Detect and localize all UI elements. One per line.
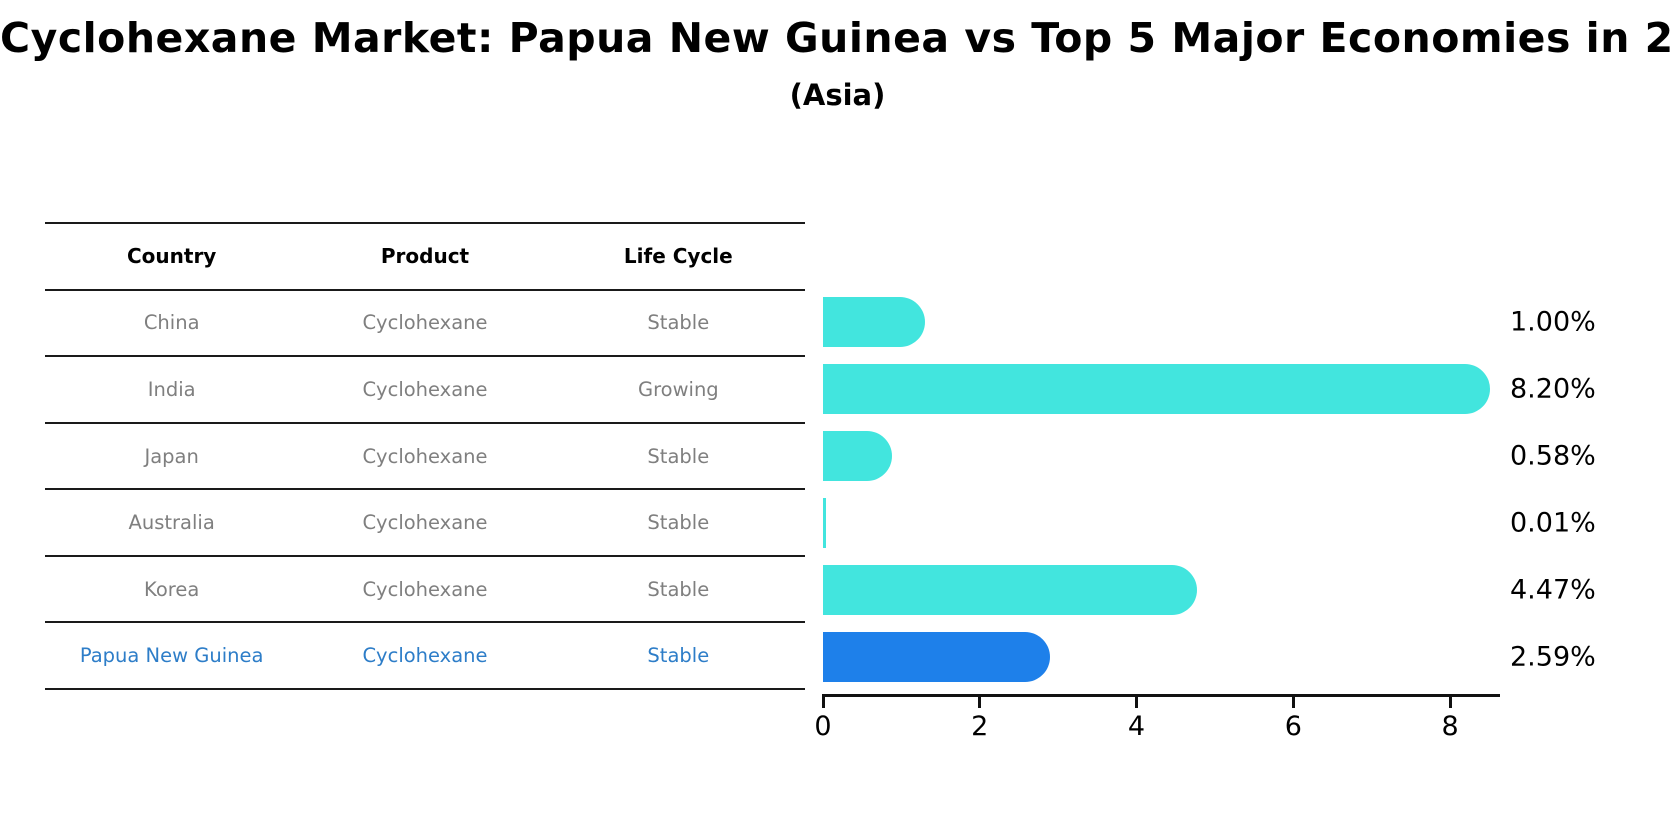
bar-row-korea: 4.47% [823, 556, 1675, 623]
value-label-korea: 4.47% [1510, 574, 1596, 606]
cell-life-cycle: Stable [647, 311, 710, 335]
value-label-papua-new-guinea: 2.59% [1510, 641, 1596, 673]
value-label-japan: 0.58% [1510, 440, 1596, 472]
cell-product: Cyclohexane [362, 311, 488, 335]
bar-row-australia: 0.01% [823, 489, 1675, 556]
cell-country: Papua New Guinea [79, 644, 264, 668]
bar-australia [823, 497, 826, 548]
table-row: Australia Cyclohexane Stable [45, 490, 805, 557]
cell-country: India [147, 377, 196, 401]
x-tick-label: 6 [1284, 711, 1302, 742]
cell-country: Australia [128, 511, 215, 535]
table-header-row: Country Product Life Cycle [45, 224, 805, 291]
table-row: Japan Cyclohexane Stable [45, 424, 805, 491]
x-tick-label: 8 [1441, 711, 1459, 742]
x-tick-mark [978, 697, 982, 708]
x-tick-label: 4 [1127, 711, 1146, 742]
bar-plot: 1.00% 8.20% 0.58% 0.01% 4.47% 2.59% [823, 289, 1675, 690]
bar-papua-new-guinea [823, 631, 1050, 682]
x-tick-mark [1135, 697, 1139, 708]
value-label-india: 8.20% [1510, 373, 1596, 405]
x-axis-line [822, 694, 1500, 697]
bar-row-japan: 0.58% [823, 423, 1675, 490]
cell-product: Cyclohexane [362, 444, 488, 468]
value-label-china: 1.00% [1510, 306, 1596, 338]
header-cell-country: Country [126, 244, 217, 269]
cell-country: Korea [144, 577, 200, 601]
cell-life-cycle: Stable [647, 511, 710, 535]
chart-title: Cyclohexane Market: Papua New Guinea vs … [0, 14, 1675, 62]
country-table: Country Product Life Cycle China Cyclohex… [45, 222, 805, 691]
bar-row-papua-new-guinea: 2.59% [823, 623, 1675, 690]
x-tick-mark [821, 697, 825, 708]
cell-product: Cyclohexane [362, 377, 488, 401]
value-label-australia: 0.01% [1510, 507, 1596, 539]
x-tick-mark [1291, 697, 1295, 708]
x-tick-label: 0 [814, 711, 832, 742]
bar-row-india: 8.20% [823, 356, 1675, 423]
cell-life-cycle: Growing [637, 377, 719, 401]
cell-product: Cyclohexane [362, 644, 488, 668]
bar-japan [823, 431, 893, 482]
cell-life-cycle: Stable [647, 577, 710, 601]
chart-subtitle: (Asia) [789, 78, 886, 112]
table-row: India Cyclohexane Growing [45, 357, 805, 424]
bar-china [823, 297, 926, 348]
table-row: Papua New Guinea Cyclohexane Stable [45, 623, 805, 691]
table-row: China Cyclohexane Stable [45, 291, 805, 358]
cell-life-cycle: Stable [647, 444, 710, 468]
x-tick-mark [1448, 697, 1452, 708]
bar-india [823, 364, 1490, 415]
cell-product: Cyclohexane [362, 511, 488, 535]
header-cell-life-cycle: Life Cycle [623, 244, 733, 269]
cell-country: China [143, 311, 200, 335]
cell-life-cycle: Stable [647, 644, 710, 668]
header-cell-product: Product [380, 244, 470, 269]
cell-country: Japan [144, 444, 199, 468]
x-tick-label: 2 [971, 711, 989, 742]
cell-product: Cyclohexane [362, 577, 488, 601]
bar-row-china: 1.00% [823, 289, 1675, 356]
bar-korea [823, 564, 1198, 615]
table-row: Korea Cyclohexane Stable [45, 557, 805, 624]
